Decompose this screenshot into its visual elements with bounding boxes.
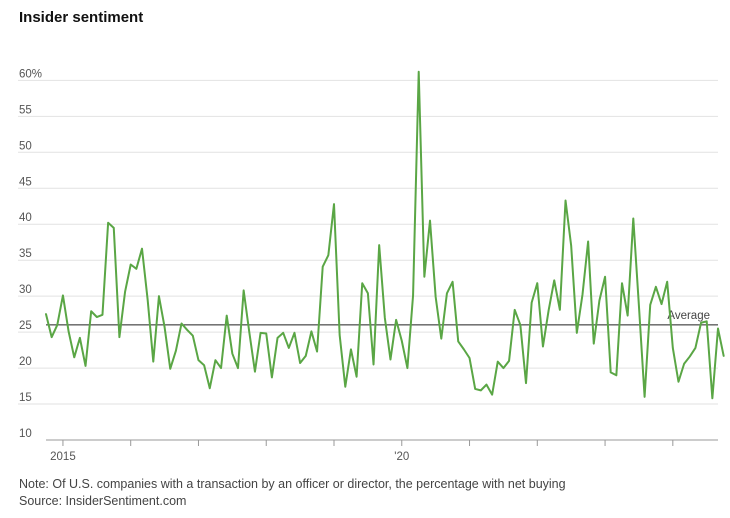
ytick-label-40: 40	[19, 212, 32, 224]
ytick-label-25: 25	[19, 320, 32, 332]
series-lines	[45, 70, 725, 400]
ytick-label-45: 45	[19, 176, 32, 188]
source-text: Source: InsiderSentiment.com	[19, 494, 187, 508]
gridlines	[18, 79, 718, 405]
ytick-label-20: 20	[19, 356, 32, 368]
ytick-label-50: 50	[19, 140, 32, 152]
chart-title: Insider sentiment	[19, 9, 144, 26]
ytick-label-15: 15	[19, 392, 32, 404]
average-reference: Average	[46, 310, 718, 326]
xtick-label-'20: '20	[394, 451, 409, 463]
xtick-label-2015: 2015	[50, 451, 76, 463]
ytick-label-60: 60%	[19, 68, 42, 80]
ytick-label-10: 10	[19, 428, 32, 440]
chart-footnote: Note: Of U.S. companies with a transacti…	[19, 476, 566, 510]
x-axis: 2015 '20	[46, 439, 718, 463]
average-label: Average	[667, 310, 710, 322]
ytick-label-30: 30	[19, 284, 32, 296]
ytick-label-55: 55	[19, 104, 32, 116]
series-line-0	[45, 70, 725, 400]
ytick-label-35: 35	[19, 248, 32, 260]
y-axis-tick-labels: 60% 55 50 45 40 35 30 25 20 15 10	[19, 68, 42, 440]
note-text: Note: Of U.S. companies with a transacti…	[19, 477, 566, 491]
